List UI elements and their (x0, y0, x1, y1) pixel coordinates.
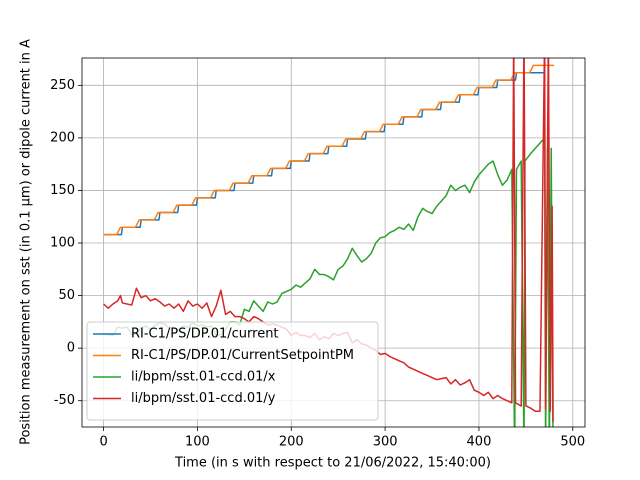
x-tick-label: 100 (185, 435, 210, 450)
legend: RI-C1/PS/DP.01/current RI-C1/PS/DP.01/Cur… (86, 321, 379, 421)
y-tick-label: 200 (50, 130, 75, 145)
legend-label: li/bpm/sst.01-ccd.01/x (131, 370, 276, 385)
x-tick-label: 300 (373, 435, 398, 450)
legend-label: li/bpm/sst.01-ccd.01/y (131, 391, 276, 406)
legend-label: RI-C1/PS/DP.01/current (131, 327, 279, 342)
y-tick-label: 50 (58, 288, 75, 303)
y-tick-label: 150 (50, 183, 75, 198)
series-line (103, 64, 555, 236)
y-axis-label: Position measurement on sst (in 0.1 μm) … (19, 39, 34, 445)
legend-box (86, 321, 379, 421)
x-tick-label: 400 (467, 435, 492, 450)
x-tick-label: 200 (279, 435, 304, 450)
axes-frame (81, 57, 586, 428)
y-tick-label: 250 (50, 78, 75, 93)
x-tick-label: 0 (99, 435, 107, 450)
x-axis-label: Time (in s with respect to 21/06/2022, 1… (174, 456, 491, 471)
ticks: 0 100 200 300 400 500 -50 0 50 100 150 200 250 (50, 78, 585, 450)
y-tick-label: 0 (67, 341, 75, 356)
legend-label: RI-C1/PS/DP.01/CurrentSetpointPM (131, 348, 354, 363)
y-tick-label: 100 (50, 236, 75, 251)
y-tick-label: -50 (54, 393, 75, 408)
x-tick-label: 500 (560, 435, 585, 450)
